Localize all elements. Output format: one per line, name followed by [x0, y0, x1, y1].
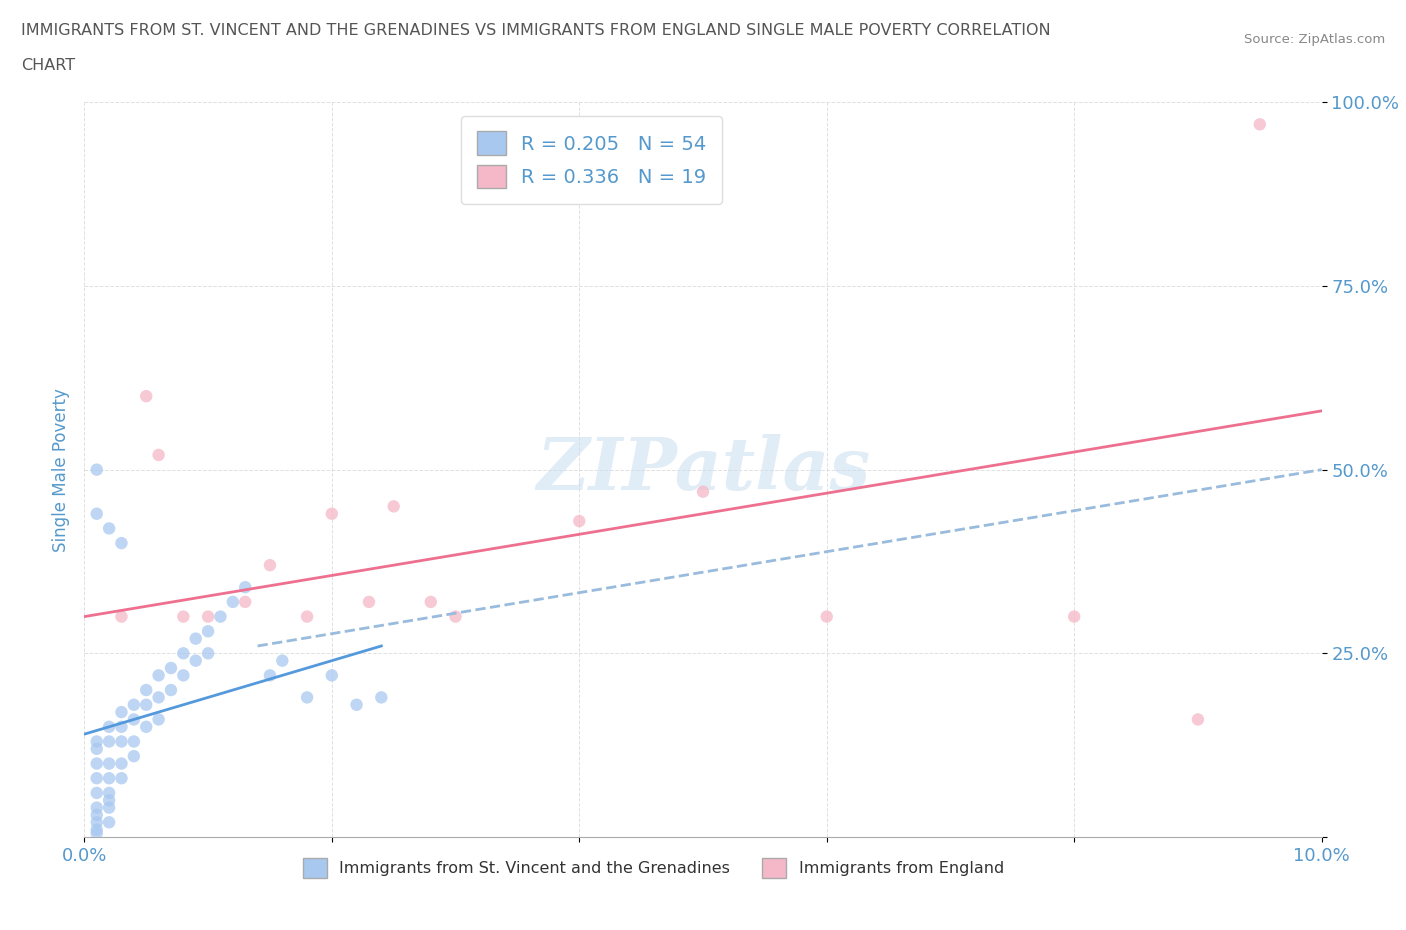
Point	[110, 705, 132, 720]
Point	[271, 653, 294, 668]
Legend: Immigrants from St. Vincent and the Grenadines, Immigrants from England: Immigrants from St. Vincent and the Gren…	[297, 852, 1011, 884]
Point	[86, 734, 108, 749]
Point	[357, 594, 380, 609]
Point	[110, 609, 132, 624]
Point	[444, 609, 467, 624]
Point	[184, 631, 207, 646]
Point	[110, 771, 132, 786]
Point	[148, 690, 170, 705]
Point	[346, 698, 368, 712]
Point	[148, 712, 170, 727]
Point	[172, 609, 194, 624]
Text: ZIPatlas: ZIPatlas	[536, 434, 870, 505]
Point	[110, 734, 132, 749]
Point	[382, 498, 405, 513]
Point	[110, 720, 132, 735]
Point	[419, 594, 441, 609]
Point	[135, 720, 157, 735]
Point	[135, 698, 157, 712]
Point	[86, 741, 108, 756]
Point	[259, 558, 281, 573]
Y-axis label: Single Male Poverty: Single Male Poverty	[52, 388, 70, 551]
Point	[86, 822, 108, 837]
Point	[233, 594, 256, 609]
Point	[135, 389, 157, 404]
Point	[692, 485, 714, 499]
Point	[86, 771, 108, 786]
Point	[98, 521, 121, 536]
Point	[233, 579, 256, 594]
Point	[98, 792, 121, 807]
Point	[295, 609, 318, 624]
Point	[370, 690, 392, 705]
Text: Source: ZipAtlas.com: Source: ZipAtlas.com	[1244, 33, 1385, 46]
Point	[148, 668, 170, 683]
Point	[172, 668, 194, 683]
Text: IMMIGRANTS FROM ST. VINCENT AND THE GRENADINES VS IMMIGRANTS FROM ENGLAND SINGLE: IMMIGRANTS FROM ST. VINCENT AND THE GREN…	[21, 23, 1050, 38]
Point	[815, 609, 838, 624]
Point	[98, 800, 121, 815]
Point	[568, 513, 591, 528]
Point	[86, 826, 108, 841]
Point	[222, 594, 245, 609]
Point	[259, 668, 281, 683]
Point	[209, 609, 232, 624]
Point	[86, 807, 108, 822]
Point	[1063, 609, 1085, 624]
Point	[110, 756, 132, 771]
Point	[321, 506, 343, 521]
Point	[197, 624, 219, 639]
Point	[295, 690, 318, 705]
Point	[86, 800, 108, 815]
Point	[86, 756, 108, 771]
Point	[172, 646, 194, 661]
Point	[184, 653, 207, 668]
Point	[98, 786, 121, 801]
Point	[86, 506, 108, 521]
Point	[148, 447, 170, 462]
Point	[86, 815, 108, 830]
Point	[110, 536, 132, 551]
Point	[1187, 712, 1209, 727]
Point	[98, 756, 121, 771]
Point	[197, 646, 219, 661]
Point	[122, 712, 145, 727]
Point	[98, 734, 121, 749]
Point	[86, 786, 108, 801]
Point	[98, 771, 121, 786]
Point	[98, 815, 121, 830]
Point	[122, 749, 145, 764]
Point	[135, 683, 157, 698]
Point	[122, 734, 145, 749]
Point	[197, 609, 219, 624]
Point	[98, 720, 121, 735]
Point	[160, 660, 183, 675]
Point	[1249, 117, 1271, 132]
Point	[160, 683, 183, 698]
Point	[122, 698, 145, 712]
Text: CHART: CHART	[21, 58, 75, 73]
Point	[86, 462, 108, 477]
Point	[321, 668, 343, 683]
